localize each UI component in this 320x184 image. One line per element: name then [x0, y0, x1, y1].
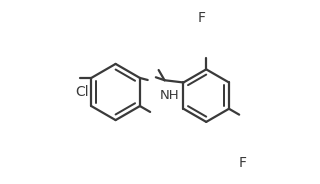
Text: Cl: Cl — [76, 85, 89, 99]
Text: NH: NH — [160, 89, 179, 102]
Text: F: F — [239, 156, 247, 170]
Text: F: F — [197, 11, 205, 25]
